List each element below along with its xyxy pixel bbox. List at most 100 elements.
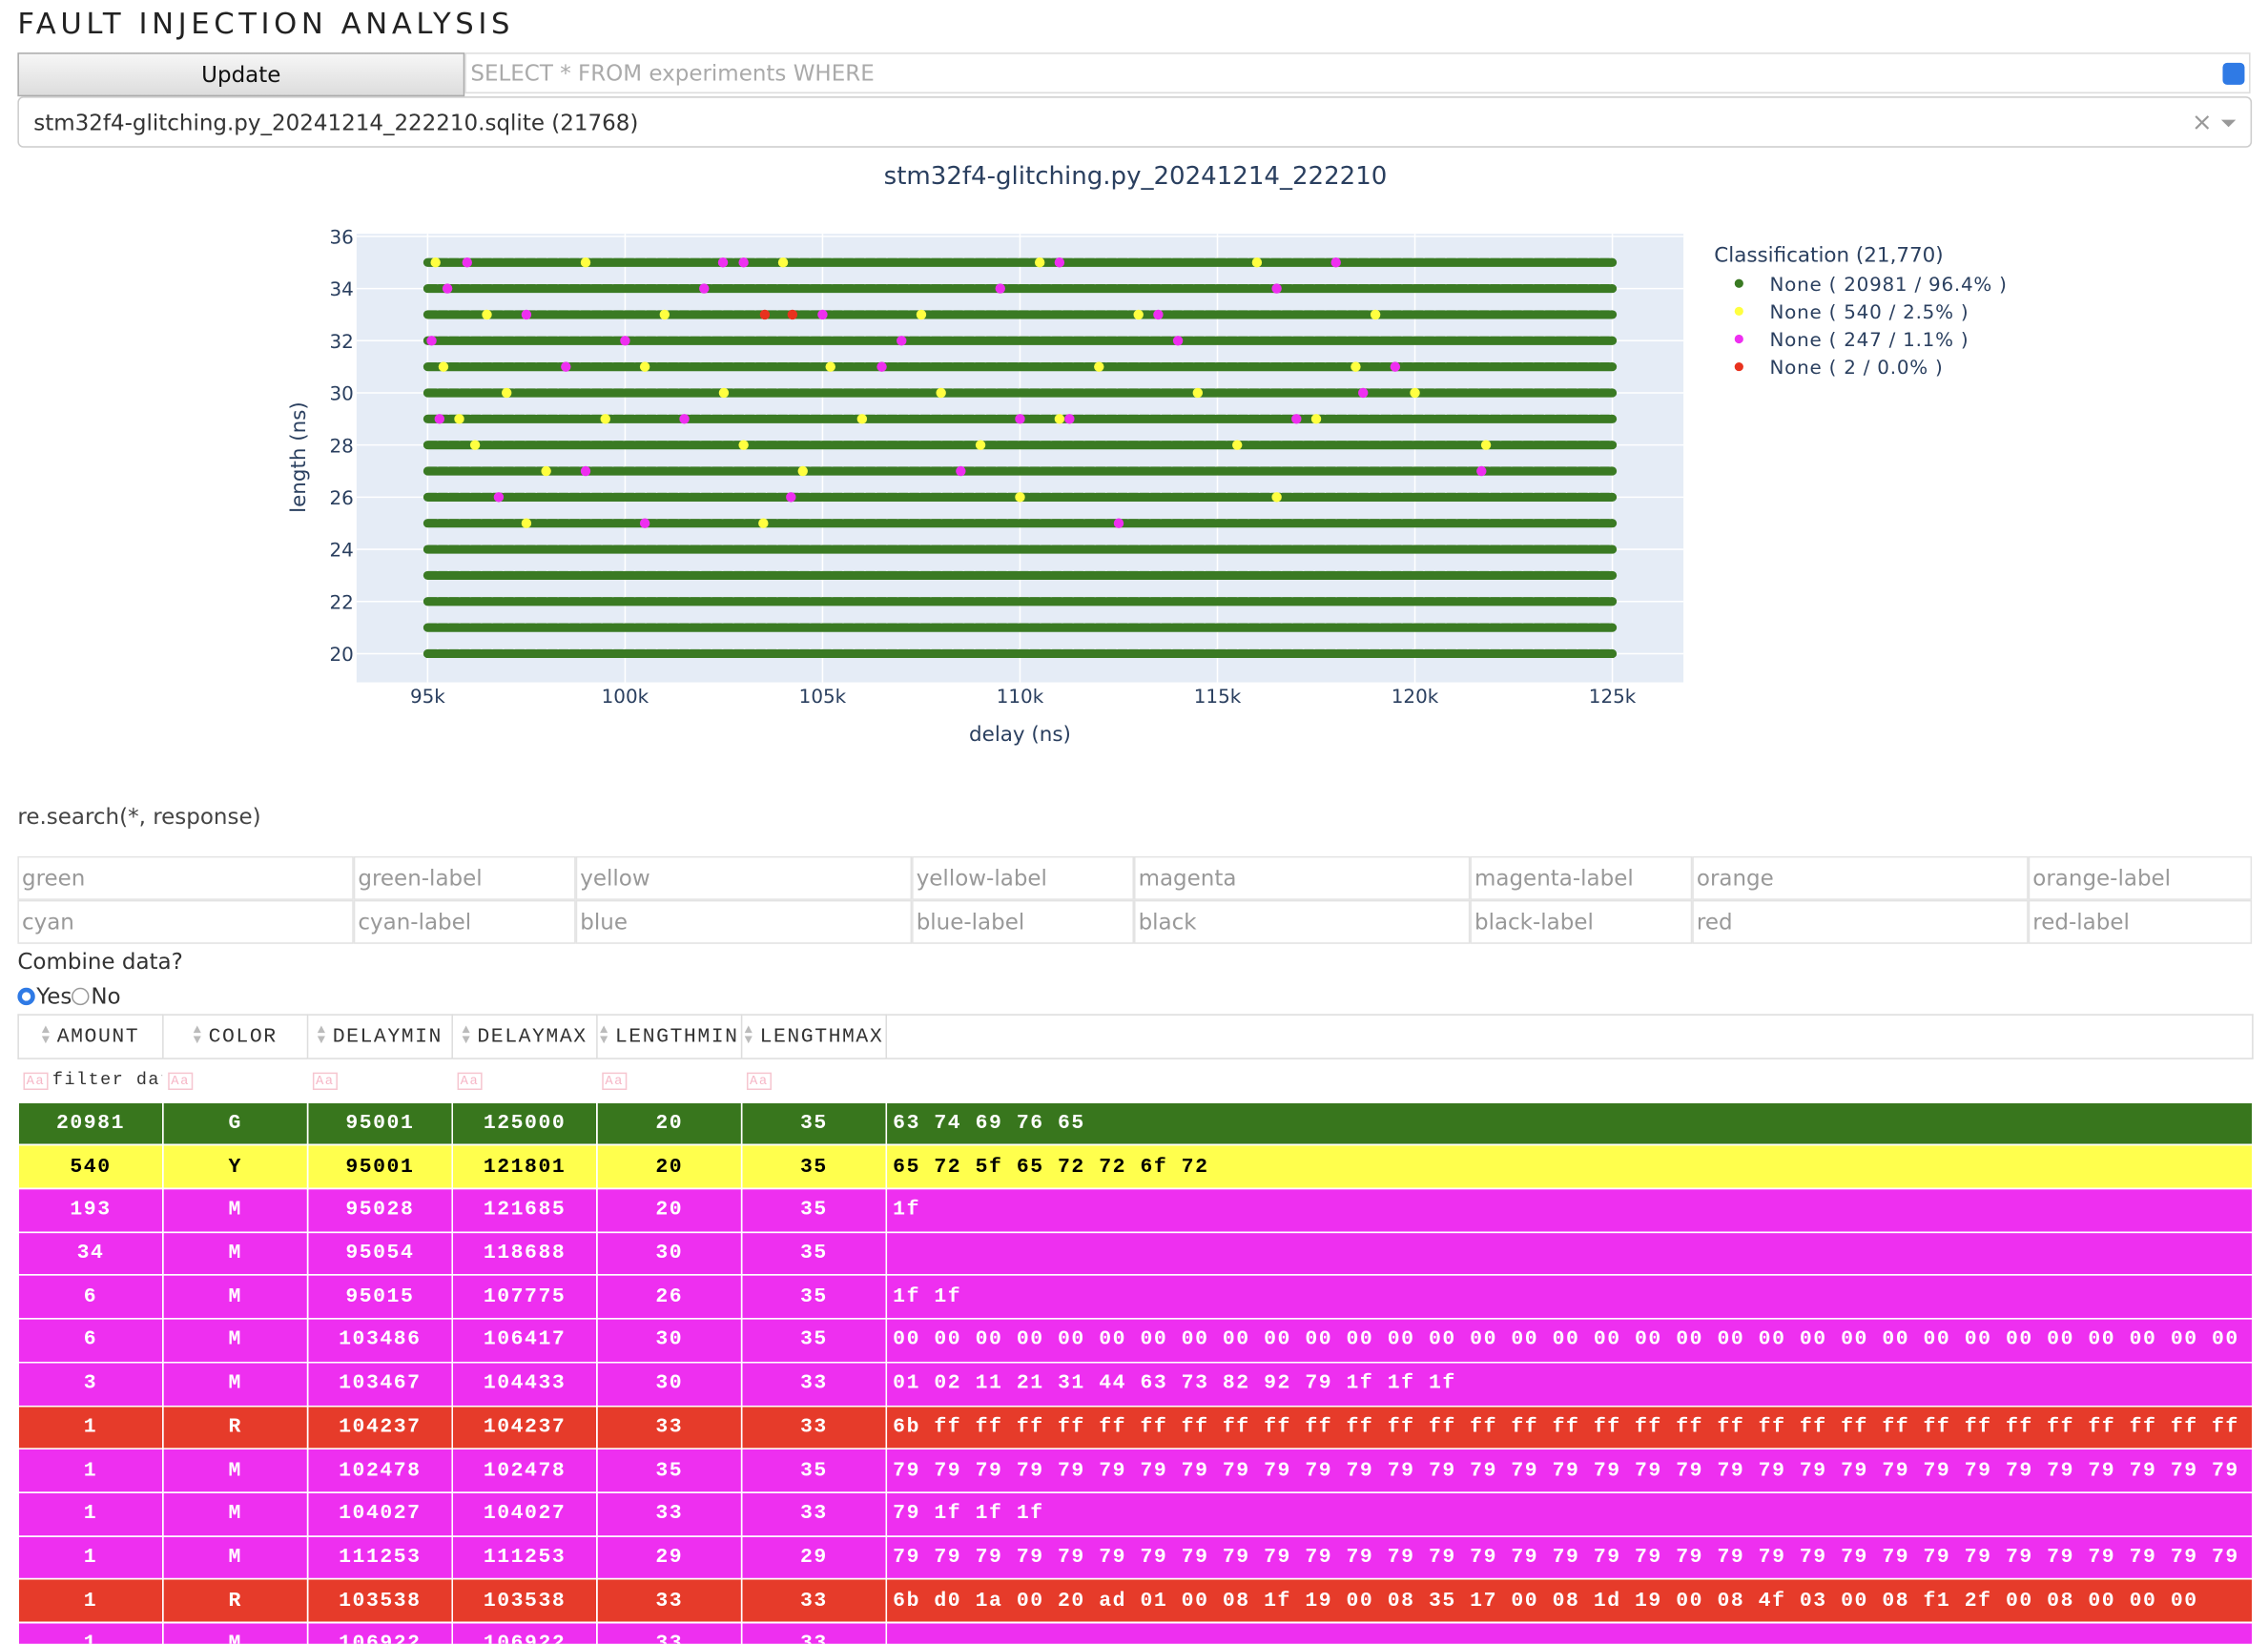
table-cell: 00 00 00 00 00 00 00 00 00 00 00 00 00 0… — [885, 1318, 2254, 1364]
table-cell: 111253 — [306, 1534, 453, 1580]
table-cell: M — [162, 1448, 309, 1493]
table-cell: 95028 — [306, 1187, 453, 1233]
legend-marker — [1734, 334, 1743, 344]
table-cell: 33 — [740, 1361, 888, 1407]
legend-label: None ( 2 / 0.0% ) — [1769, 357, 1943, 379]
filter-input[interactable]: orange — [1692, 855, 2029, 900]
table-cell: 103486 — [306, 1318, 453, 1364]
filter-input[interactable]: green-label — [353, 855, 576, 900]
table-row: 1M1069221069223333 — [17, 1621, 2254, 1644]
table-cell: 35 — [740, 1448, 888, 1493]
column-header[interactable]: ▲ ▼ LENGTHMAX — [740, 1014, 888, 1059]
x-tick-label: 105k — [799, 686, 847, 708]
update-button[interactable]: Update — [17, 52, 465, 97]
table-cell: 20 — [596, 1100, 743, 1146]
clear-button[interactable]: × — [2191, 108, 2213, 138]
point — [1476, 465, 1487, 477]
column-header[interactable]: ▲ ▼ DELAYMAX — [451, 1014, 598, 1059]
point — [1480, 440, 1492, 450]
table-cell: 95015 — [306, 1274, 453, 1320]
filter-input[interactable]: yellow — [575, 855, 913, 900]
y-tick-label: 36 — [329, 227, 353, 249]
filter-input[interactable]: yellow-label — [912, 855, 1134, 900]
filter-input[interactable]: magenta-label — [1470, 855, 1693, 900]
point — [454, 414, 464, 424]
point — [561, 361, 571, 372]
point — [580, 465, 591, 477]
filter-input[interactable]: red — [1692, 899, 2029, 944]
case-icon[interactable]: Aa — [168, 1073, 193, 1091]
point — [1064, 414, 1075, 424]
case-icon[interactable]: Aa — [602, 1073, 628, 1091]
filter-cell[interactable]: Aa — [451, 1058, 598, 1103]
table-cell: 35 — [740, 1231, 888, 1277]
table-cell — [885, 1621, 2254, 1644]
point — [1054, 414, 1065, 424]
y-tick-label: 34 — [329, 278, 353, 300]
point — [1034, 257, 1045, 268]
sort-icon[interactable]: ▲ ▼ — [193, 1022, 203, 1048]
sort-icon[interactable]: ▲ ▼ — [744, 1022, 754, 1048]
filter-input[interactable]: red-label — [2028, 899, 2253, 944]
legend-label: None ( 540 / 2.5% ) — [1769, 301, 1969, 323]
filter-input[interactable]: black — [1133, 899, 1471, 944]
dropdown-arrow[interactable] — [2220, 119, 2237, 134]
point — [521, 309, 532, 320]
case-icon[interactable]: Aa — [312, 1073, 338, 1091]
filter-input[interactable]: green — [17, 855, 354, 900]
point — [442, 283, 453, 294]
point — [462, 257, 473, 268]
column-header[interactable]: ▲ ▼ DELAYMIN — [306, 1014, 453, 1059]
filter-cell[interactable]: Aa — [306, 1058, 453, 1103]
point — [1153, 309, 1164, 320]
point — [482, 309, 492, 320]
filter-input[interactable]: orange-label — [2028, 855, 2253, 900]
table-cell: M — [162, 1491, 309, 1537]
column-header[interactable]: ▲ ▼ LENGTHMIN — [596, 1014, 743, 1059]
filter-input[interactable]: cyan — [17, 899, 354, 944]
point — [956, 465, 966, 477]
filter-input[interactable]: magenta — [1133, 855, 1471, 900]
case-icon[interactable]: Aa — [23, 1073, 49, 1091]
radio-button[interactable] — [72, 987, 90, 1006]
query-checkbox[interactable] — [2222, 62, 2245, 85]
table-cell: 35 — [740, 1318, 888, 1364]
filter-grid: green green-label yellow yellow-label magent… — [17, 855, 2253, 944]
combine-label: Combine data? — [17, 948, 183, 975]
column-header[interactable]: ▲ ▼ COLOR — [162, 1014, 309, 1059]
point — [1015, 414, 1025, 424]
table-cell: 35 — [740, 1100, 888, 1146]
point — [975, 440, 986, 450]
filter-cell[interactable]: Aa — [740, 1058, 888, 1103]
point — [679, 414, 690, 424]
filter-input[interactable]: cyan-label — [353, 899, 576, 944]
case-icon[interactable]: Aa — [746, 1073, 772, 1091]
legend-marker — [1734, 361, 1743, 372]
column-header[interactable]: ▲ ▼ AMOUNT — [17, 1014, 164, 1059]
filter-cell[interactable]: Aa — [162, 1058, 309, 1103]
filter-input[interactable]: blue — [575, 899, 913, 944]
radio-label[interactable]: No — [91, 983, 121, 1010]
point — [758, 518, 769, 528]
dataset-dropdown[interactable]: stm32f4-glitching.py_20241214_222210.sql… — [17, 96, 2253, 148]
point — [1291, 414, 1302, 424]
filter-input[interactable]: blue-label — [912, 899, 1134, 944]
column-name: LENGTHMIN — [614, 1024, 739, 1049]
filter-cell[interactable]: Aa — [596, 1058, 743, 1103]
filter-cell — [885, 1058, 2254, 1103]
sort-icon[interactable]: ▲ ▼ — [599, 1022, 609, 1048]
table-cell: 540 — [17, 1144, 164, 1190]
filter-cell[interactable]: Aa filter dat — [17, 1058, 164, 1103]
radio-label[interactable]: Yes — [36, 983, 72, 1010]
query-input[interactable]: SELECT * FROM experiments WHERE — [464, 52, 2251, 94]
y-tick-label: 30 — [329, 383, 353, 405]
point — [717, 257, 729, 268]
sort-icon[interactable]: ▲ ▼ — [462, 1022, 472, 1048]
sort-icon[interactable]: ▲ ▼ — [317, 1022, 327, 1048]
radio-button[interactable] — [17, 987, 35, 1006]
filter-input[interactable]: black-label — [1470, 899, 1693, 944]
case-icon[interactable]: Aa — [457, 1073, 483, 1091]
table-row: 20981 G 95001 125000 20 35 63 74 69 76 65 — [17, 1100, 2254, 1146]
sort-icon[interactable]: ▲ ▼ — [41, 1022, 52, 1048]
table-cell: 79 79 79 79 79 79 79 79 79 79 79 79 79 7… — [885, 1534, 2254, 1580]
